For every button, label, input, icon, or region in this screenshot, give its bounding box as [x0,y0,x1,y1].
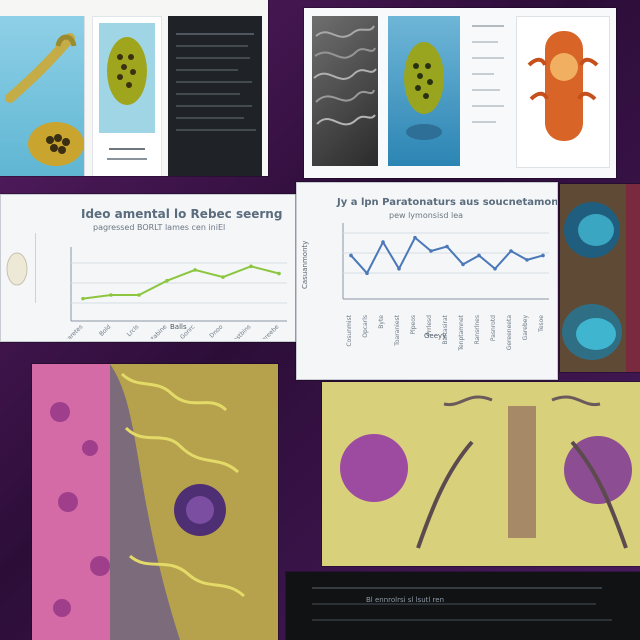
top-right-specimen-panel [304,8,616,178]
right-chart-marks-point-5 [429,249,433,253]
top-left-specimen-panel [0,0,268,176]
plant-specimen-icon [0,16,85,176]
right-chart-subtitle: pew lymonsisd lea [389,211,464,220]
right-chart-marks-point-4 [413,235,417,240]
right-chart-marks-point-9 [493,266,497,271]
left-chart-title: Ideo amental lo Rebec seerng [81,207,283,221]
left-chart-marks-point-4 [193,268,197,272]
left-chart-marks-line [82,265,280,300]
right-chart-marks-point-7 [461,262,465,267]
left-chart-marks-point-1 [109,293,113,297]
right-chart-ticks-label-5: Prrlesd [426,315,433,336]
insect-anatomy-panel [322,382,640,566]
right-chart-marks-point-1 [365,271,369,276]
left-chart-ticks-label-0: Arbaretes [59,323,85,339]
beetle-specimen-icon-right [388,16,460,166]
right-chart-ticks-label-6: Bartasirat [442,314,449,344]
right-chart-sheet: Jy a lpn Paratonaturs aus soucnetamont a… [296,182,558,380]
eye-panel [560,184,640,372]
right-chart-xlabel: Geeyy [424,332,447,340]
eye-cell-icon [560,184,640,372]
right-chart-title: Jy a lpn Paratonaturs aus soucnetamont a… [337,197,558,208]
left-chart-ticks-label-5: Dnoo [208,323,224,339]
left-chart-marks-point-2 [137,293,141,297]
right-chart-marks-line [350,236,544,275]
left-line-chart: Arbaretes Bold Lrcls Nastabine Gonrc Dnoo Aras… [59,247,287,339]
right-chart-ticks-label-8: Ransrlnes [474,315,481,344]
left-chart-sheet: Ideo amental lo Rebec seerng pagressed B… [0,194,296,342]
left-chart-marks-point-7 [277,271,281,276]
left-chart-subtitle: pagressed BORLT lames cen iniEl [93,223,226,232]
texture-sample-icon [312,16,378,166]
right-chart-ticks-label-11: Garebey [522,315,529,341]
notes-column [464,16,512,166]
right-chart-ticks-label-7: Tenptamnet [458,314,465,351]
left-chart-ticks-label-2: Lrcls [126,323,141,338]
sample-dish-icon [1,233,36,303]
left-chart-ticks-label-7: Wereebe [257,323,281,339]
tissue-pattern-icon [32,364,278,640]
right-chart-ticks-label-0: Cosunmist [346,314,353,346]
right-chart-marks-point-2 [381,240,385,244]
right-chart-marks-point-8 [477,253,481,258]
left-chart-ticks-label-1: Bold [98,323,112,337]
left-chart-ticks-label-3: Nastabine [142,323,169,339]
left-chart-xlabel: Balls [170,323,187,331]
right-chart-marks-point-6 [445,244,449,249]
right-chart-ticks-label-9: Pasnrotd [490,315,497,341]
right-chart-marks-point-11 [525,258,529,262]
left-chart-marks-point-0 [81,296,85,301]
tissue-pattern-panel [32,364,278,640]
right-chart-marks-point-3 [397,266,401,271]
right-chart-ticks-label-1: Opcarls [362,315,369,338]
footer-text: Bl ennrolrsi sl lsutl ren [366,596,445,604]
right-line-chart: Cosunmist Opcarls Byte Toaraniest Plpeos Prrl… [342,223,549,352]
insect-anatomy-icon [322,382,640,566]
organism-anatomy-icon [516,16,610,168]
right-chart-ticks-label-10: Gereeneeta [506,315,513,351]
right-chart-marks-point-10 [509,249,513,253]
right-chart-ticks-label-2: Byte [378,315,385,329]
bottom-dark-strip: Bl ennrolrsi sl lsutl ren [286,572,640,640]
left-chart-marks-point-6 [249,264,253,269]
right-chart-ticks-label-3: Toaraniest [394,314,401,346]
document-preview-dark [168,16,262,176]
right-chart-ticks-label-4: Plpeos [410,315,417,335]
left-chart-marks-point-3 [165,278,169,283]
right-chart-marks-point-12 [541,253,545,258]
left-chart-ticks-label-6: Arastbins [228,323,253,339]
left-chart-marks-point-5 [221,275,225,279]
right-chart-marks-point-0 [349,253,353,258]
right-chart-ticks-label-12: Tesoe [538,315,545,333]
beetle-specimen-icon [92,16,162,176]
